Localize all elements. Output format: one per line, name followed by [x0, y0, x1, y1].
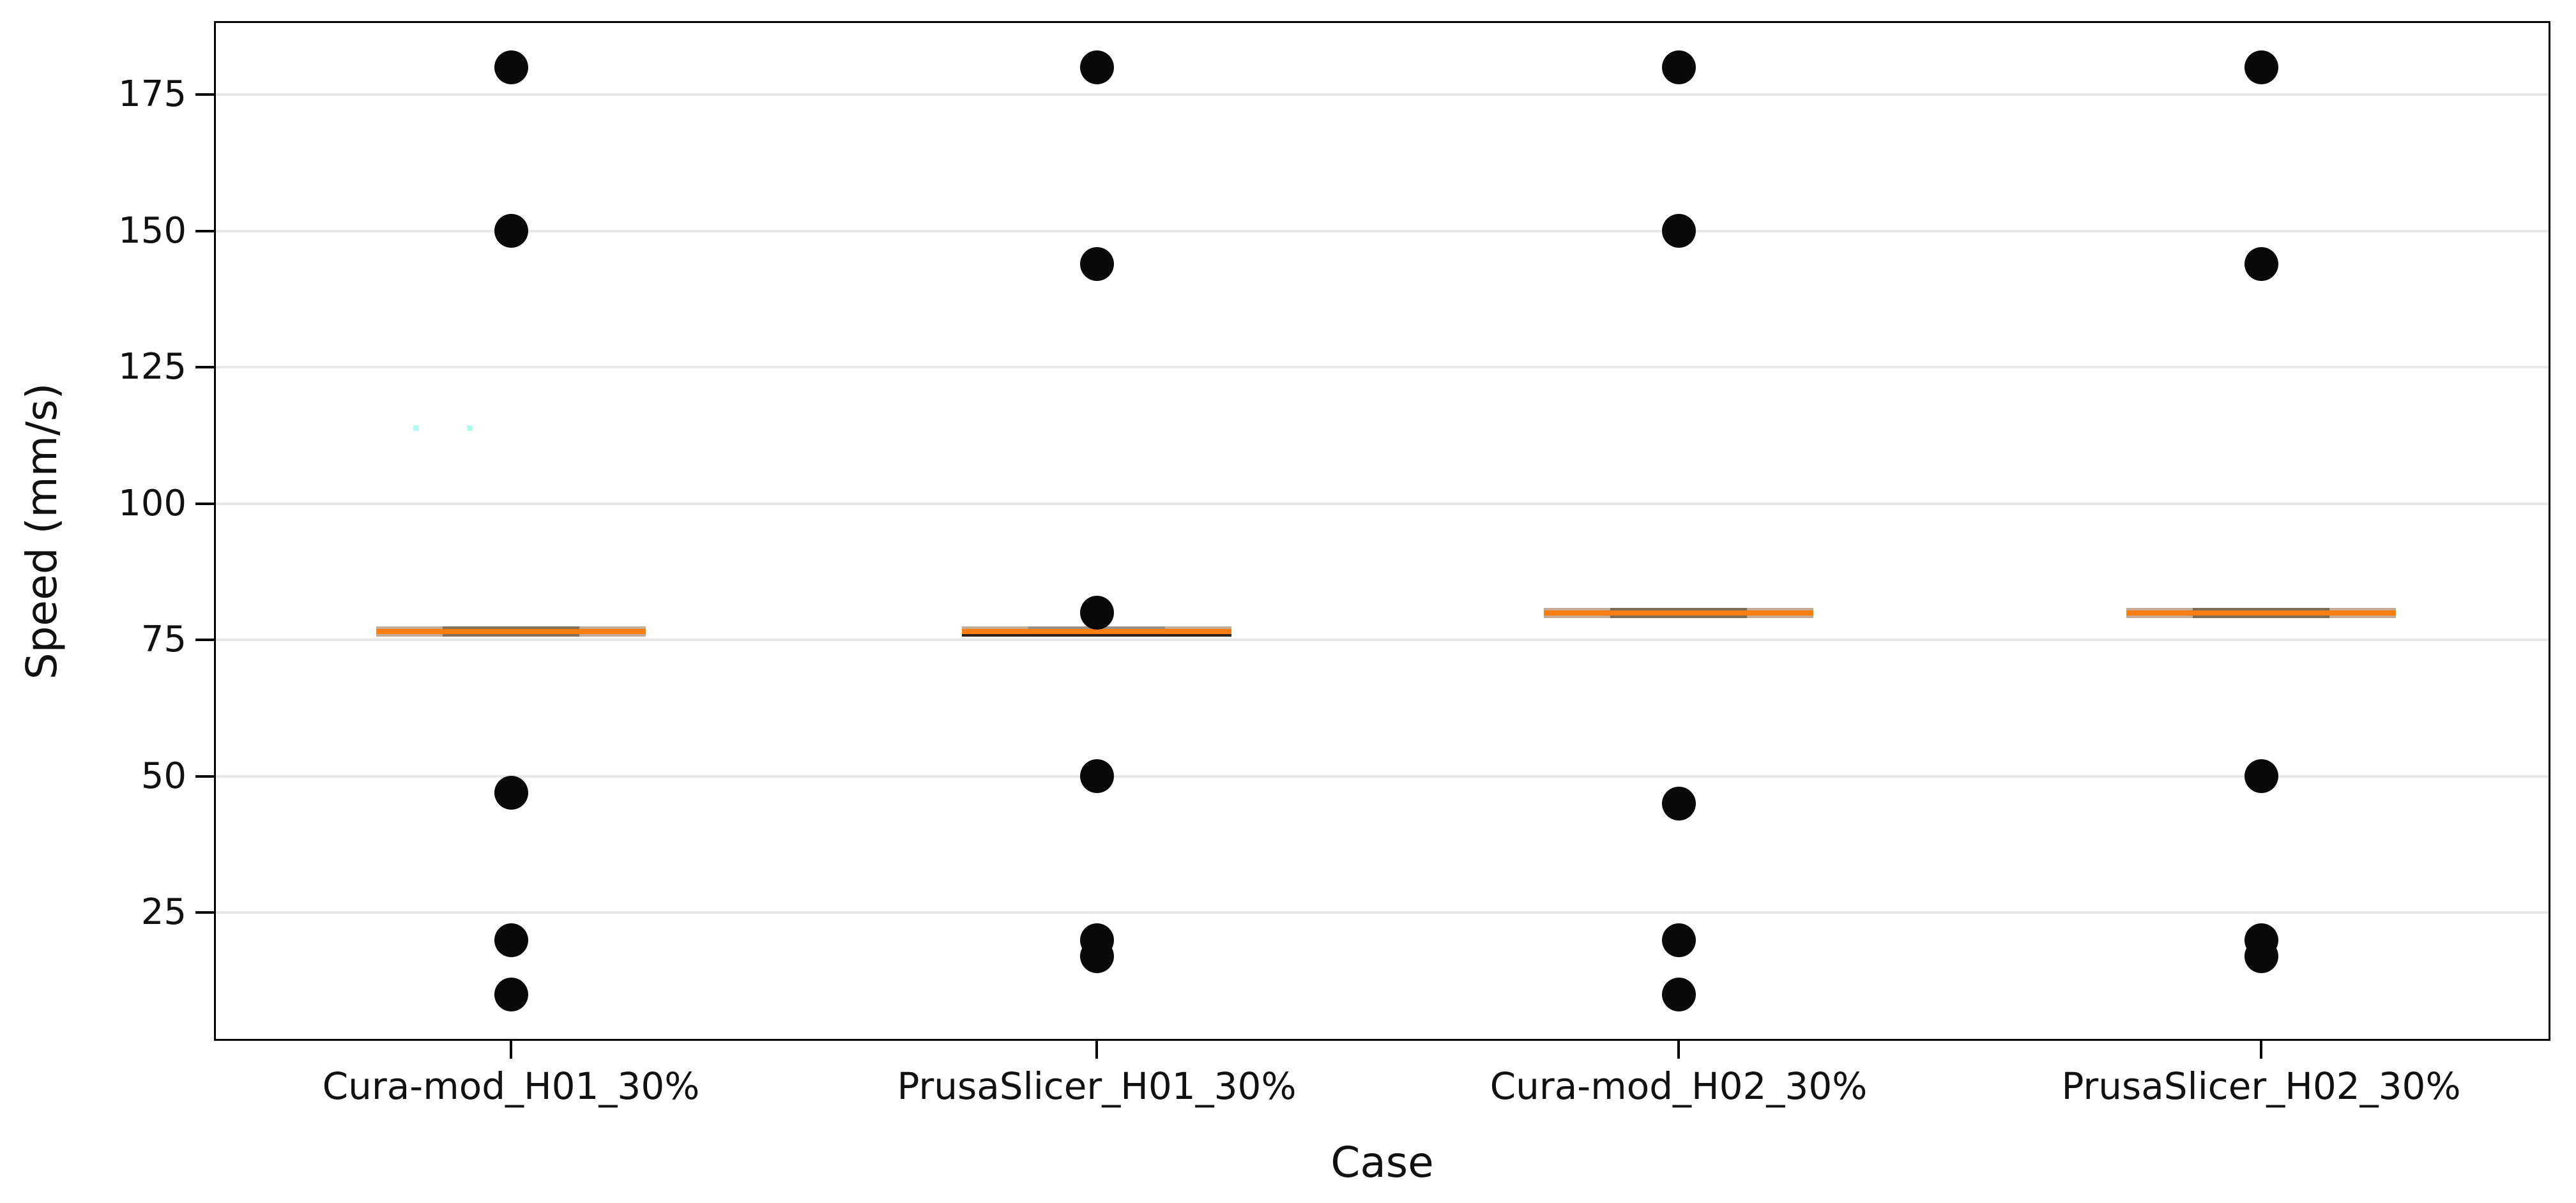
data-point [2244, 50, 2278, 85]
y-tick-label: 50 [141, 755, 187, 797]
y-tick-label: 150 [118, 209, 187, 252]
y-axis-tick [195, 229, 214, 232]
data-point [1079, 596, 1114, 630]
median-line [1544, 610, 1813, 616]
data-point [1661, 923, 1696, 957]
data-point [494, 50, 528, 85]
gridline [216, 911, 2549, 914]
x-axis-label: Case [1330, 1138, 1434, 1187]
gridline [216, 229, 2549, 232]
x-tick-label: PrusaSlicer_H02_30% [2061, 1064, 2461, 1108]
median-line [376, 629, 646, 635]
x-axis-tick [1095, 1041, 1098, 1059]
y-tick-label: 100 [118, 482, 187, 524]
y-axis-tick [195, 366, 214, 369]
artifact-speck [413, 425, 419, 431]
y-axis-tick [195, 93, 214, 96]
x-axis-tick [1677, 1041, 1680, 1059]
gridline [216, 93, 2549, 96]
artifact-speck [467, 425, 473, 431]
median-line [2126, 610, 2396, 616]
x-axis-tick [2260, 1041, 2262, 1059]
data-point [1661, 50, 1696, 85]
data-point [494, 214, 528, 248]
x-tick-label: Cura-mod_H01_30% [322, 1064, 700, 1108]
data-point [494, 775, 528, 810]
y-axis-tick [195, 775, 214, 778]
gridline [216, 775, 2549, 778]
median-line [962, 629, 1231, 635]
data-point [494, 923, 528, 957]
y-tick-label: 25 [141, 891, 187, 934]
y-axis-tick [195, 502, 214, 505]
gridline [216, 502, 2549, 505]
gridline [216, 366, 2549, 369]
gridline [216, 639, 2549, 642]
plot-area [214, 21, 2550, 1041]
data-point [1079, 50, 1114, 85]
y-axis-tick [195, 911, 214, 914]
data-point [2244, 759, 2278, 794]
data-point [1661, 977, 1696, 1011]
data-point [2244, 246, 2278, 281]
data-point [1079, 939, 1114, 974]
y-tick-label: 125 [118, 346, 187, 388]
x-axis-tick [510, 1041, 512, 1059]
x-tick-label: PrusaSlicer_H01_30% [897, 1064, 1297, 1108]
median-underline [962, 633, 1231, 637]
data-point [1661, 787, 1696, 821]
y-tick-label: 75 [141, 619, 187, 661]
y-axis-tick [195, 639, 214, 642]
data-point [1079, 246, 1114, 281]
data-point [2244, 939, 2278, 974]
data-point [1661, 214, 1696, 248]
data-point [494, 977, 528, 1011]
y-tick-label: 175 [118, 73, 187, 116]
x-tick-label: Cura-mod_H02_30% [1490, 1064, 1868, 1108]
data-point [1079, 759, 1114, 794]
